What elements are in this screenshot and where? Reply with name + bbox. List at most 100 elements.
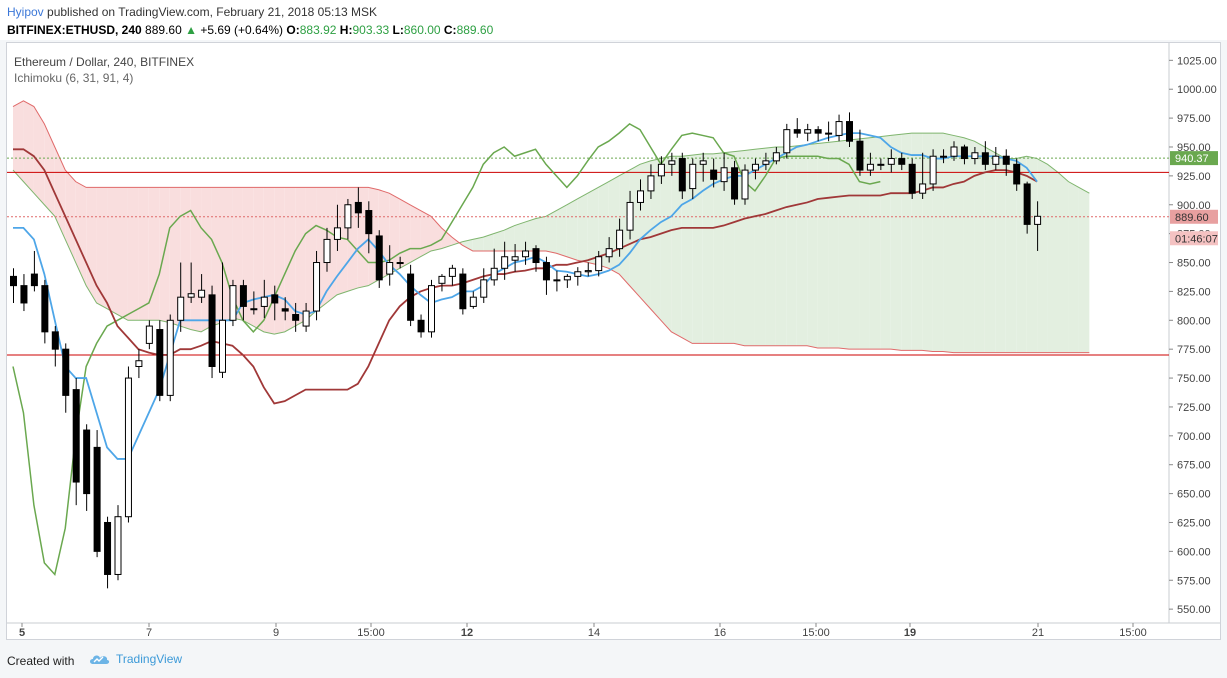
cloud-segment [336, 187, 348, 295]
candle-body [762, 160, 770, 165]
chart-svg[interactable]: 1025.001000.00975.00950.00925.00900.0087… [7, 43, 1220, 639]
cloud-segment [807, 143, 818, 349]
candle-body [198, 289, 206, 298]
cloud-segment [702, 153, 714, 344]
candle-body [93, 446, 101, 552]
price-tick-label: 850.00 [1177, 258, 1211, 270]
change-value: +5.69 (+0.64%) [200, 23, 284, 37]
candle-body [177, 296, 185, 321]
price-label-box [1170, 231, 1218, 246]
cloud-segment [765, 146, 776, 346]
candle-body [637, 190, 644, 203]
candle-body [522, 250, 530, 258]
tradingview-cloud-icon [88, 652, 110, 666]
candle-body [981, 152, 989, 165]
time-tick-label: 9 [273, 627, 279, 639]
cloud-segment [598, 181, 609, 269]
candle-body [856, 140, 864, 171]
cloud-segment [190, 187, 202, 332]
candle-body [187, 293, 195, 298]
close-label: C: [443, 23, 457, 37]
cloud-segment [608, 175, 620, 275]
cloud-segment [1068, 181, 1079, 353]
candle-body [459, 273, 467, 310]
cloud-segment [545, 210, 557, 254]
candle-body [887, 158, 895, 165]
indicator-label[interactable]: Ichimoku (6, 31, 91, 4) [14, 71, 134, 85]
cloud-segment [54, 146, 66, 240]
author-link[interactable]: Hyipov [7, 5, 44, 19]
candle-body [532, 248, 540, 264]
candle-body [469, 296, 477, 307]
candle-body [992, 155, 1000, 165]
cloud-segment [880, 135, 891, 350]
candle-body [720, 167, 728, 183]
candle-body [51, 331, 59, 350]
candle-body [940, 155, 948, 158]
cloud-segment [1037, 158, 1048, 353]
candle-body [208, 294, 216, 368]
cloud-segment [127, 187, 139, 321]
candle-body [950, 146, 958, 157]
cloud-segment [483, 233, 494, 251]
candle-body [302, 310, 310, 327]
candle-body [292, 314, 300, 321]
candle-body [62, 348, 70, 396]
candle-body [731, 167, 739, 200]
cloud-segment [859, 137, 870, 350]
cloud-segment [963, 137, 975, 353]
candle-body [1013, 163, 1021, 185]
candle-body [772, 152, 780, 162]
chart-panel[interactable]: 1025.001000.00975.00950.00925.00900.0087… [6, 42, 1221, 640]
time-tick-label: 16 [714, 627, 726, 639]
cloud-segment [953, 135, 964, 353]
candle-body [1002, 155, 1010, 165]
candle-body [219, 319, 226, 373]
cloud-segment [890, 134, 902, 351]
candle-body [751, 163, 759, 171]
symbol-title: Ethereum / Dollar, 240, BITFINEX [14, 55, 195, 69]
cloud-segment [211, 187, 222, 327]
cloud-segment [995, 152, 1006, 353]
candle-body [605, 248, 613, 258]
time-tick-label: 12 [461, 627, 473, 639]
price-tick-label: 800.00 [1177, 315, 1211, 327]
candle-body [616, 229, 624, 250]
cloud-segment [148, 187, 160, 321]
cloud-segment [1005, 158, 1017, 353]
chart-legend: Ethereum / Dollar, 240, BITFINEX Ichimok… [14, 54, 194, 86]
cloud-segment [754, 148, 766, 346]
price-tick-label: 575.00 [1177, 575, 1211, 587]
cloud-segment [566, 198, 578, 261]
price-label-text: 940.37 [1175, 153, 1209, 165]
candle-body [574, 271, 582, 277]
candle-body [386, 262, 394, 275]
time-tick-label: 7 [146, 627, 152, 639]
cloud-segment [775, 146, 787, 346]
candle-body [135, 360, 143, 368]
symbol-label: BITFINEX:ETHUSD, 240 [7, 23, 142, 37]
cloud-segment [399, 198, 411, 269]
candle-body [271, 294, 279, 304]
time-tick-label: 15:00 [802, 627, 830, 639]
cloud-segment [441, 227, 452, 249]
cloud-segment [462, 239, 473, 251]
price-tick-label: 975.00 [1177, 113, 1211, 125]
cloud-segment [577, 193, 588, 263]
candle-body [971, 152, 979, 160]
cloud-segment [33, 106, 45, 205]
high-label: H: [339, 23, 353, 37]
candle-body [741, 169, 749, 200]
candle-body [783, 129, 791, 154]
cloud-segment [169, 187, 181, 327]
candle-body [678, 158, 686, 192]
price-tick-label: 1025.00 [1177, 55, 1217, 67]
cloud-segment [1078, 187, 1090, 353]
candle-body [20, 285, 28, 304]
candle-body [710, 169, 718, 180]
tradingview-link[interactable]: TradingView [88, 652, 182, 666]
cloud-segment [535, 216, 546, 251]
candle-body [668, 160, 676, 165]
candle-body [30, 273, 38, 287]
candle-body [908, 163, 916, 194]
